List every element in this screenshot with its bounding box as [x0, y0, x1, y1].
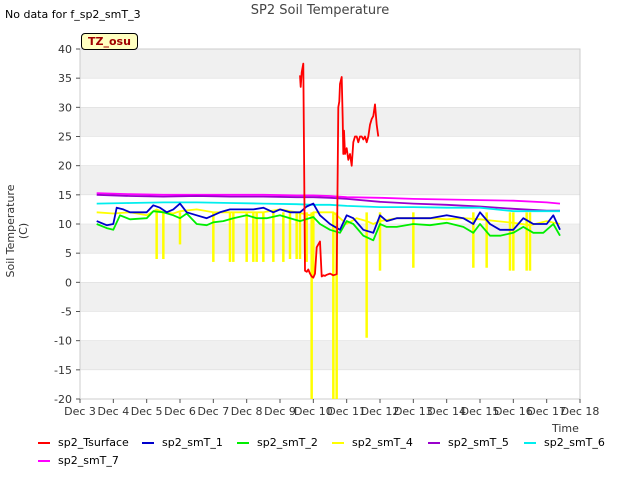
x-tick-label: Dec 5: [131, 405, 163, 418]
y-tick-label: 10: [58, 218, 72, 231]
y-tick-label: -5: [61, 306, 72, 319]
y-axis-label: Soil Temperature (C): [4, 184, 30, 278]
y-tick-label: 30: [58, 101, 72, 114]
x-tick-label: Dec 8: [231, 405, 263, 418]
series-line-sp2-smt-7: [96, 192, 561, 205]
grid-band: [80, 165, 580, 195]
legend-label: sp2_Tsurface: [58, 436, 129, 449]
legend-item-sp2-smt-7: sp2_smT_7: [38, 454, 119, 467]
legend-label: sp2_smT_6: [544, 436, 605, 449]
y-tick-label: 25: [58, 131, 72, 144]
series-line-sp2-smt-4: [96, 208, 561, 227]
legend-item-sp2-smt-2: sp2_smT_2: [237, 436, 318, 449]
legend-label: sp2_smT_2: [257, 436, 318, 449]
legend-item-sp2-smt-5: sp2_smT_5: [428, 436, 509, 449]
y-tick-label: 0: [65, 276, 72, 289]
no-data-note: No data for f_sp2_smT_3: [5, 8, 141, 21]
legend-item-sp2-smt-6: sp2_smT_6: [524, 436, 605, 449]
grid-band: [80, 107, 580, 137]
legend-swatch: [142, 442, 154, 444]
x-tick-label: Dec 6: [164, 405, 196, 418]
x-tick-label: Dec 9: [264, 405, 296, 418]
x-tick-label: Dec 11: [327, 405, 366, 418]
y-tick-label: 15: [58, 189, 72, 202]
y-tick-label: 35: [58, 72, 72, 85]
series-lines: [96, 62, 561, 399]
x-tick-label: Dec 18: [561, 405, 600, 418]
legend-label: sp2_smT_7: [58, 454, 119, 467]
legend-swatch: [428, 442, 440, 444]
x-tick-label: Dec 17: [527, 405, 566, 418]
y-tick-label: -15: [54, 364, 72, 377]
series-line-sp2-smt-6: [96, 201, 560, 213]
x-tick-label: Dec 7: [197, 405, 229, 418]
grid-band: [80, 340, 580, 370]
y-tick-label: -10: [54, 335, 72, 348]
legend-swatch: [237, 442, 249, 444]
legend-swatch: [38, 442, 50, 444]
grid-band: [80, 49, 580, 79]
x-tick-label: Dec 12: [361, 405, 400, 418]
x-tick-label: Dec 16: [494, 405, 533, 418]
legend-swatch: [38, 460, 50, 462]
series-line-sp2-smt-5: [96, 193, 560, 212]
chart-title: SP2 Soil Temperature: [250, 3, 390, 18]
legend-item-sp2-smt-4: sp2_smT_4: [332, 436, 413, 449]
legend-label: sp2_smT_1: [162, 436, 223, 449]
x-tick-label: Dec 13: [394, 405, 433, 418]
x-tick-label: Dec 14: [427, 405, 466, 418]
legend-swatch: [524, 442, 536, 444]
timezone-badge: TZ_osu: [81, 33, 138, 50]
y-tick-label: 40: [58, 43, 72, 56]
grid-band: [80, 282, 580, 312]
y-tick-label: -20: [54, 393, 72, 406]
series-line-sp2-smt-2: [96, 210, 561, 242]
legend-item-sp2-tsurface: sp2_Tsurface: [38, 436, 129, 449]
x-axis-label: Time: [552, 422, 579, 435]
legend-swatch: [332, 442, 344, 444]
series-line-sp2-smt-1: [96, 202, 561, 234]
x-tick-label: Dec 10: [294, 405, 333, 418]
legend-label: sp2_smT_5: [448, 436, 509, 449]
legend-item-sp2-smt-1: sp2_smT_1: [142, 436, 223, 449]
x-tick-label: Dec 15: [461, 405, 500, 418]
x-tick-label: Dec 3: [64, 405, 96, 418]
series-line-sp2-tsurface: [299, 62, 380, 279]
grid-band: [80, 224, 580, 254]
x-tick-label: Dec 4: [97, 405, 129, 418]
y-tick-label: 5: [65, 247, 72, 260]
y-tick-label: 20: [58, 160, 72, 173]
legend-label: sp2_smT_4: [352, 436, 413, 449]
